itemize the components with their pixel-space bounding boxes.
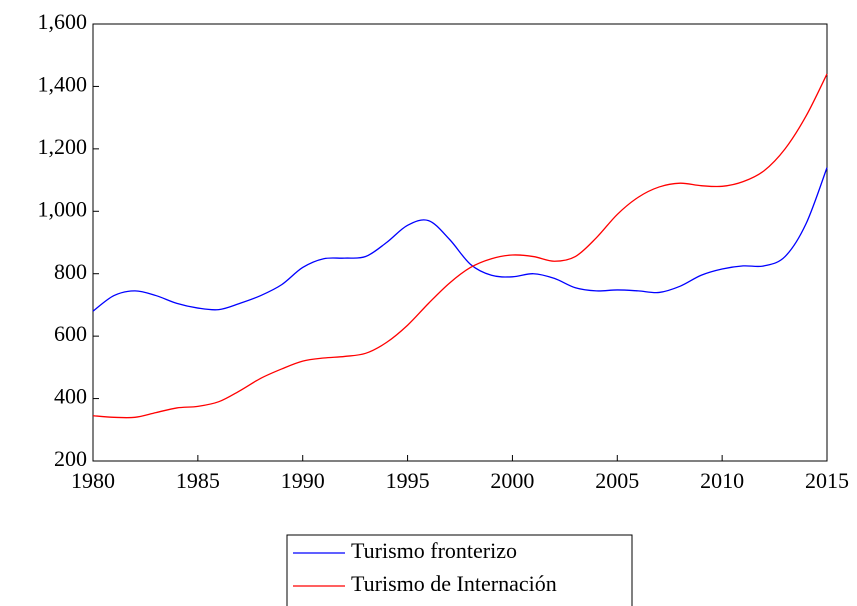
- y-tick-label: 200: [54, 446, 87, 471]
- legend-label: Turismo fronterizo: [351, 538, 517, 563]
- x-tick-label: 1980: [71, 468, 115, 493]
- x-tick-label: 2005: [595, 468, 639, 493]
- x-tick-label: 1995: [386, 468, 430, 493]
- line-series: [92, 73, 828, 419]
- y-tick-label: 400: [54, 384, 87, 409]
- x-tick-label: 2015: [805, 468, 849, 493]
- y-tick-label: 1,400: [38, 71, 88, 96]
- legend-label: Turismo de Internación: [351, 571, 557, 596]
- y-tick-label: 1,600: [38, 9, 88, 34]
- x-tick-label: 2010: [700, 468, 744, 493]
- y-tick-label: 800: [54, 259, 87, 284]
- y-tick-label: 600: [54, 321, 87, 346]
- y-tick-label: 1,000: [38, 196, 88, 221]
- legend-box: [286, 534, 633, 606]
- x-tick-label: 1985: [176, 468, 220, 493]
- y-tick-label: 1,200: [38, 134, 88, 159]
- x-tick-label: 1990: [281, 468, 325, 493]
- line-series: [92, 167, 828, 312]
- plot-frame: [92, 23, 828, 462]
- x-tick-label: 2000: [490, 468, 534, 493]
